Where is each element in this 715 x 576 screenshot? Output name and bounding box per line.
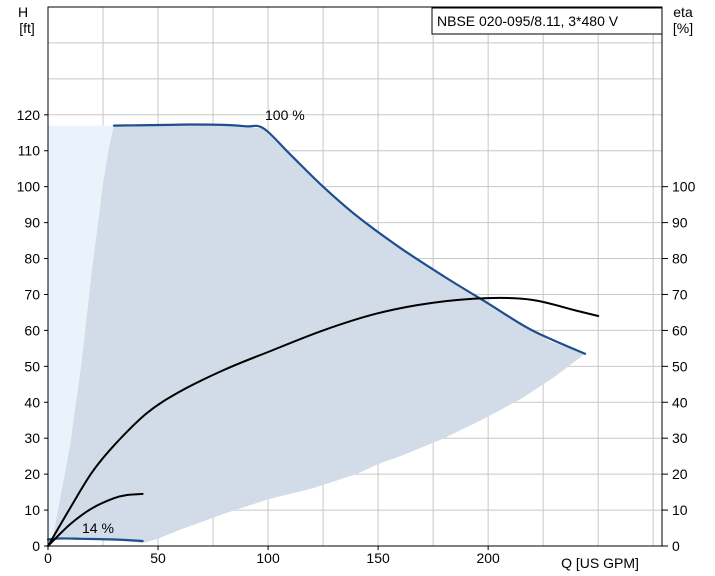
- series-lines: [46, 123, 600, 547]
- y-left-label-line1: H: [18, 4, 28, 20]
- y-right-tick-label: 20: [672, 466, 688, 482]
- y-right-tick-label: 50: [672, 358, 688, 374]
- y-left-tick-label: 30: [24, 430, 40, 446]
- x-tick-label: 0: [44, 550, 52, 566]
- y-right-tick-label: 40: [672, 394, 688, 410]
- x-tick-label: 150: [366, 550, 390, 566]
- x-tick-label: 200: [476, 550, 500, 566]
- x-axis-label: Q [US GPM]: [561, 555, 639, 571]
- y-right-tick-label: 10: [672, 502, 688, 518]
- tick-labels: 0 50 100 150 2000102030405060708090100110120…: [17, 107, 696, 566]
- y-left-tick-label: 90: [24, 215, 40, 231]
- annotation-100-percent: 100 %: [265, 107, 305, 123]
- y-left-tick-label: 60: [24, 322, 40, 338]
- extended-range-region: [48, 125, 114, 546]
- legend-label: NBSE 020-095/8.11, 3*480 V: [437, 13, 619, 29]
- y-right-tick-label: 0: [672, 538, 680, 554]
- y-left-tick-label: 70: [24, 286, 40, 302]
- y-left-tick-label: 50: [24, 358, 40, 374]
- y-right-label-line2: [%]: [673, 20, 693, 36]
- head-curve-100-percent: [112, 123, 587, 355]
- legend: NBSE 020-095/8.11, 3*480 V: [431, 7, 663, 35]
- y-left-tick-label: 10: [24, 502, 40, 518]
- y-right-tick-label: 70: [672, 286, 688, 302]
- y-left-tick-label: 120: [17, 107, 41, 123]
- x-tick-label: 50: [150, 550, 166, 566]
- y-left-tick-label: 20: [24, 466, 40, 482]
- plot-frame: [47, 6, 663, 547]
- y-left-tick-label: 40: [24, 394, 40, 410]
- y-right-tick-label: 30: [672, 430, 688, 446]
- operating-regions: [48, 124, 585, 546]
- y-left-tick-label: 0: [32, 538, 40, 554]
- y-right-tick-label: 60: [672, 322, 688, 338]
- x-tick-label: 100: [256, 550, 280, 566]
- y-right-tick-label: 80: [672, 251, 688, 267]
- y-left-label-line2: [ft]: [19, 20, 35, 36]
- y-left-tick-label: 110: [18, 143, 41, 159]
- y-right-tick-label: 90: [672, 215, 688, 231]
- efficiency-curve-100-percent: [47, 296, 600, 547]
- y-left-tick-label: 100: [17, 179, 41, 195]
- operating-range-region: [52, 124, 585, 544]
- y-right-label-line1: eta: [673, 4, 693, 20]
- annotation-14-percent: 14 %: [82, 520, 114, 536]
- efficiency-curve-14-percent: [47, 492, 144, 547]
- legend-box: [431, 7, 663, 35]
- y-right-tick-label: 100: [672, 179, 696, 195]
- y-left-tick-label: 80: [24, 251, 40, 267]
